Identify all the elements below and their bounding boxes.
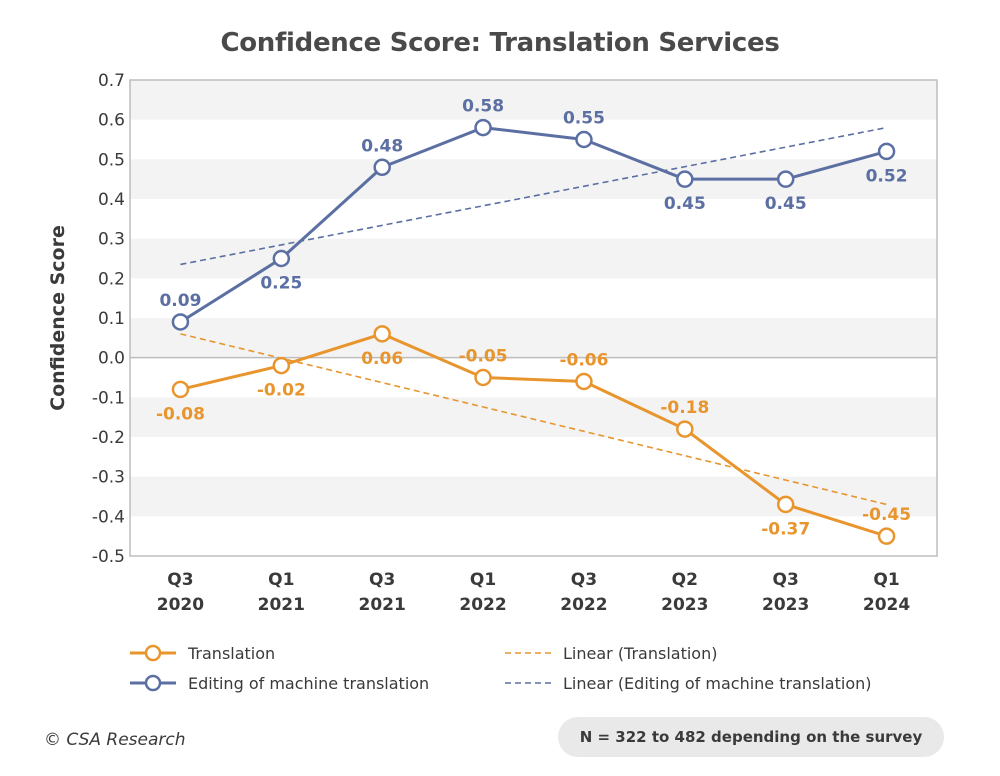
y-tick-label: 0.2 <box>98 269 125 289</box>
data-point <box>776 495 795 514</box>
y-tick-label: 0.1 <box>98 309 125 329</box>
trendlines <box>180 126 887 506</box>
legend-label: Linear (Editing of machine translation) <box>563 674 872 693</box>
data-point <box>171 313 190 331</box>
data-point <box>272 356 291 375</box>
y-tick-label: -0.2 <box>92 428 125 448</box>
legend-label: Editing of machine translation <box>188 674 429 693</box>
chart-title: Confidence Score: Translation Services <box>220 28 780 58</box>
y-tick-label: 0.0 <box>98 349 125 369</box>
data-point <box>575 130 593 149</box>
data-label: -0.37 <box>761 519 810 539</box>
data-point <box>171 380 190 399</box>
data-label: -0.08 <box>156 404 205 424</box>
x-tick-label: 2023 <box>661 595 708 615</box>
sample-size-note: N = 322 to 482 depending on the survey <box>558 717 944 757</box>
series-line <box>179 126 887 324</box>
x-tick-label: 2021 <box>359 595 406 615</box>
y-tick-label: -0.5 <box>92 547 125 567</box>
data-label: -0.02 <box>257 381 306 401</box>
x-tick-label: Q3 <box>773 570 799 590</box>
x-tick-label: 2021 <box>258 595 305 615</box>
y-tick-label: -0.3 <box>92 468 125 488</box>
legend-label: Translation <box>187 644 275 663</box>
data-label: 0.58 <box>462 97 504 117</box>
y-tick-label: 0.7 <box>98 71 125 91</box>
x-tick-label: Q1 <box>470 570 496 590</box>
data-point <box>676 420 694 438</box>
y-tick-label: 0.4 <box>98 190 125 210</box>
y-axis-label: Confidence Score <box>47 225 69 411</box>
x-tick-label: Q3 <box>167 570 193 590</box>
legend-marker <box>144 674 162 692</box>
data-label: -0.05 <box>459 347 508 367</box>
x-tick-label: Q1 <box>268 570 294 590</box>
data-label: 0.25 <box>260 274 302 294</box>
data-point <box>676 170 694 188</box>
data-labels: -0.08 -0.02 0.06 -0.05 -0.06 -0.18 -0.37 -0.45 0… <box>156 97 911 540</box>
data-point <box>272 249 291 268</box>
grid-band <box>130 318 937 358</box>
grid-bands <box>129 79 938 557</box>
grid-band <box>130 238 937 279</box>
y-tick-label: 0.6 <box>98 111 125 131</box>
data-label: 0.45 <box>664 194 706 214</box>
data-point <box>877 142 896 161</box>
data-point <box>373 325 391 343</box>
y-tick-label: -0.1 <box>92 388 125 408</box>
data-point <box>474 368 492 387</box>
data-label: 0.09 <box>159 291 201 311</box>
trendline <box>180 333 887 506</box>
grid-band <box>130 397 937 437</box>
x-tick-label: 2024 <box>863 595 910 615</box>
data-label: -0.45 <box>862 505 911 525</box>
x-axis-ticks: Q3 2020 Q1 2021 Q3 2021 Q1 2022 Q3 2022 Q2 2023 Q3 20… <box>157 570 911 615</box>
x-tick-label: Q3 <box>369 570 395 590</box>
data-label: -0.18 <box>660 398 709 418</box>
copyright-text: © CSA Research <box>44 730 186 750</box>
data-point <box>877 527 896 545</box>
x-tick-label: 2023 <box>762 595 809 615</box>
legend: Translation Editing of machine translatio… <box>130 644 872 693</box>
y-axis-ticks: 0.7 0.6 0.5 0.4 0.3 0.2 0.1 0.0 -0.1 -0.2 -0.3 -0.4… <box>92 71 125 567</box>
x-tick-label: Q3 <box>571 570 597 590</box>
legend-label: Linear (Translation) <box>563 644 717 663</box>
data-label: 0.06 <box>361 349 403 369</box>
x-tick-label: Q2 <box>672 570 698 590</box>
data-label: 0.45 <box>765 194 807 214</box>
data-label: 0.48 <box>361 136 403 156</box>
legend-marker <box>144 644 162 662</box>
grid-band <box>130 80 937 120</box>
grid-band <box>130 476 937 517</box>
y-tick-label: 0.5 <box>98 150 125 170</box>
series-lines <box>171 118 896 545</box>
x-tick-label: Q1 <box>873 570 899 590</box>
data-point <box>575 372 593 391</box>
x-tick-label: 2022 <box>560 595 607 615</box>
data-point <box>474 118 492 137</box>
data-label: -0.06 <box>559 350 608 370</box>
data-label: 0.55 <box>563 109 605 129</box>
data-point <box>373 158 391 177</box>
data-label: 0.52 <box>866 166 908 186</box>
data-point <box>776 170 795 188</box>
series-line <box>180 332 888 538</box>
y-tick-label: -0.4 <box>92 507 125 527</box>
x-tick-label: 2022 <box>459 595 506 615</box>
plot-border <box>129 79 938 557</box>
x-tick-label: 2020 <box>157 595 204 615</box>
grid-band <box>130 159 937 199</box>
y-tick-label: 0.3 <box>98 230 125 250</box>
